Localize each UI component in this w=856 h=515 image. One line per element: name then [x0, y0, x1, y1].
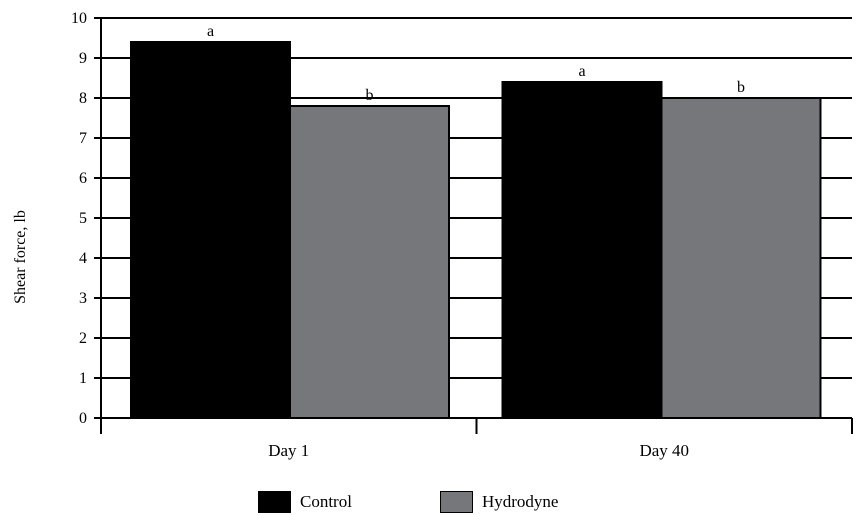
y-tick-label-10: 10 [71, 10, 87, 27]
bar-label-control-day-1: a [207, 23, 214, 40]
y-tick-label-3: 3 [79, 290, 87, 307]
legend-item-control: Control [258, 491, 352, 513]
y-tick-label-2: 2 [79, 330, 87, 347]
bar-control-day-1 [130, 41, 291, 419]
legend: Control Hydrodyne [258, 489, 646, 515]
bar-hydrodyne-day-40 [660, 97, 822, 419]
legend-swatch-control [258, 491, 291, 513]
bar-hydrodyne-day-1 [289, 105, 450, 419]
legend-label-hydrodyne: Hydrodyne [481, 492, 559, 511]
legend-label-control: Control [300, 492, 352, 511]
x-axis: Day 1 Day 40 [100, 417, 853, 460]
x-tick-label-day-1: Day 1 [268, 441, 309, 460]
y-tick-label-9: 9 [79, 50, 87, 67]
bar-labels: a b a b [207, 23, 745, 104]
y-axis: 0 1 2 3 4 5 6 7 8 9 10 [71, 10, 102, 427]
y-tick-label-1: 1 [79, 370, 87, 387]
bar-label-hydrodyne-day-40: b [737, 79, 745, 96]
legend-swatch-hydrodyne [439, 491, 473, 513]
bar-control-day-40 [501, 81, 663, 419]
y-tick-label-7: 7 [79, 130, 87, 147]
y-tick-label-6: 6 [79, 170, 87, 187]
x-tick-label-day-40: Day 40 [639, 441, 689, 460]
y-tick-label-5: 5 [79, 210, 87, 227]
bar-label-hydrodyne-day-1: b [366, 87, 374, 104]
y-tick-label-8: 8 [79, 90, 87, 107]
y-axis-label: Shear force, lb [12, 210, 29, 304]
bar-label-control-day-40: a [578, 63, 585, 80]
y-tick-label-0: 0 [79, 410, 87, 427]
legend-item-hydrodyne: Hydrodyne [439, 491, 559, 513]
y-tick-label-4: 4 [79, 250, 87, 267]
